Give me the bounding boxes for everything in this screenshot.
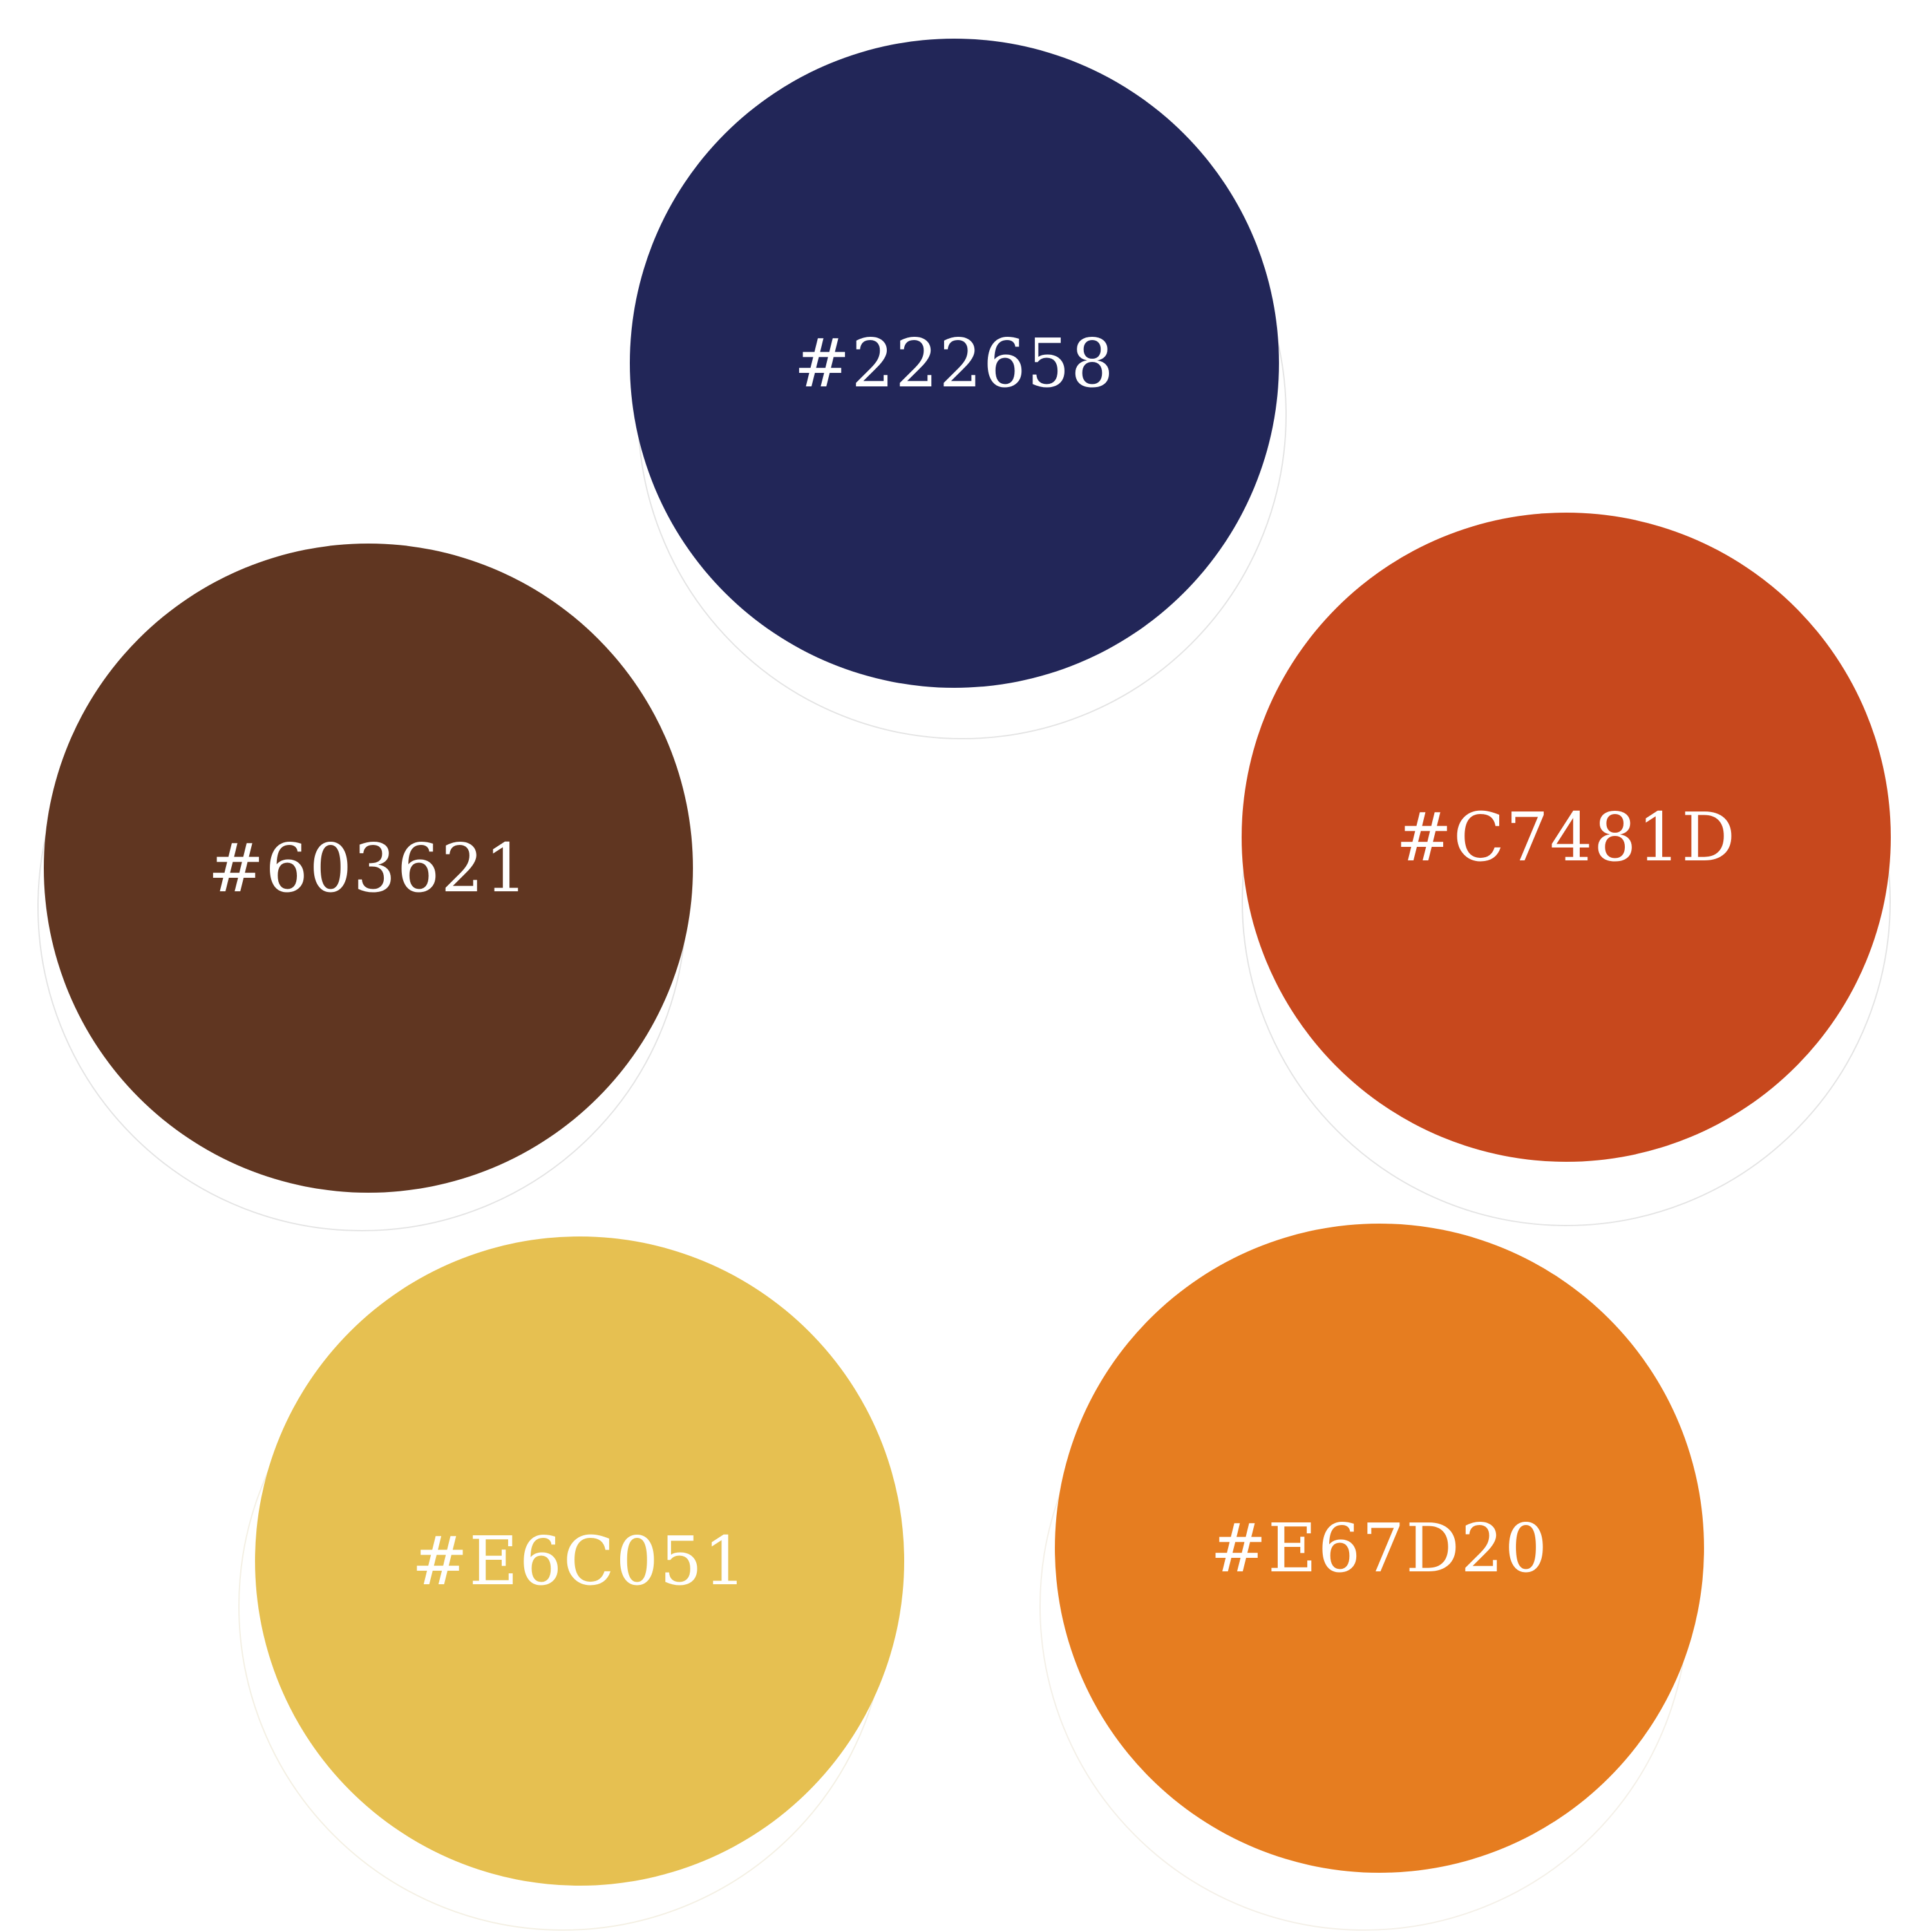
swatch-hex-label: #222658: [793, 324, 1115, 402]
swatch-navy: #222658: [630, 39, 1279, 688]
swatch-hex-label: #603621: [207, 829, 529, 907]
swatch-mustard: #E6C051: [255, 1236, 904, 1886]
swatch-brown: #603621: [44, 544, 693, 1193]
swatch-hex-label: #C7481D: [1396, 798, 1737, 876]
swatch-hex-label: #E6C051: [412, 1522, 748, 1600]
swatch-orange: #E67D20: [1055, 1224, 1704, 1873]
swatch-hex-label: #E67D20: [1210, 1509, 1549, 1587]
swatch-rust: #C7481D: [1242, 513, 1891, 1162]
